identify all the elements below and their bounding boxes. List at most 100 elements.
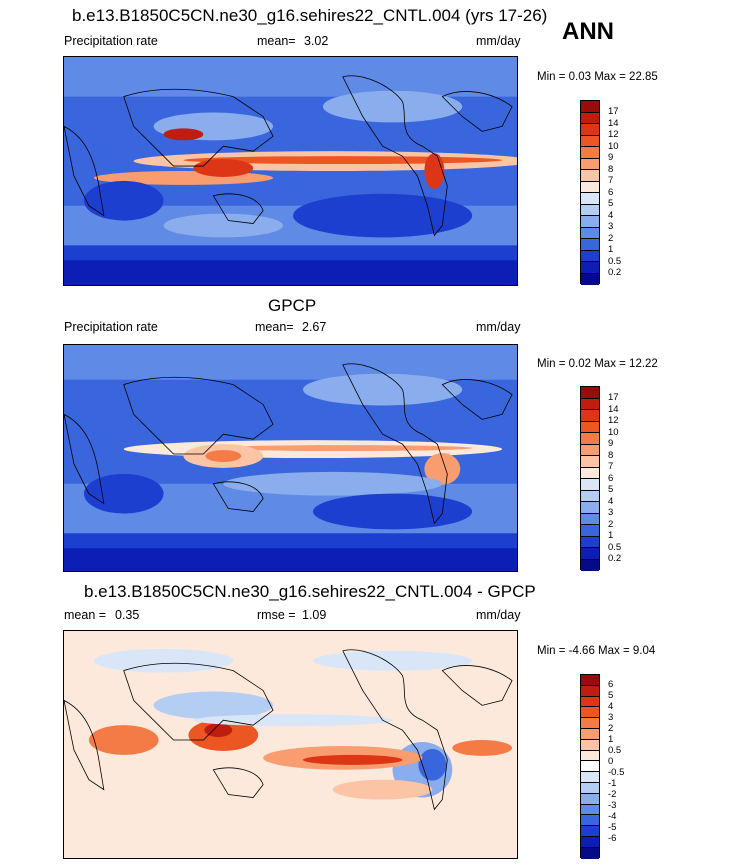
panel2-colorbar-segment [581, 490, 599, 502]
panel1-colorbar-segment [581, 135, 599, 147]
panel3-colorbar-tick: 4 [608, 701, 614, 712]
panel3-colorbar-segment [581, 782, 599, 794]
panel1-colorbar-tick: 6 [608, 186, 614, 198]
panel1-colorbar-tick: 2 [608, 232, 614, 244]
panel3-colorbar-segment [581, 707, 599, 719]
panel1-colorbar-tick: 4 [608, 209, 614, 221]
panel2-colorbar-tick: 2 [608, 518, 614, 530]
panel1-colorbar [580, 100, 600, 285]
panel1-colorbar-segment [581, 239, 599, 251]
panel1-colorbar-tick: 3 [608, 221, 614, 232]
panel2-colorbar-tick: 14 [608, 403, 619, 415]
panel2-colorbar-segment [581, 548, 599, 560]
panel1-colorbar-segment [581, 250, 599, 262]
panel2-colorbar-tick: 7 [608, 461, 614, 472]
panel3-colorbar-tick: -2 [608, 789, 617, 800]
panel2-colorbar-segment [581, 525, 599, 537]
panel1-colorbar-segment [581, 124, 599, 136]
panel2-mean-value: 2.67 [302, 320, 327, 334]
panel3-colorbar-tick: 2 [608, 723, 614, 734]
panel2-minmax: Min = 0.02 Max = 12.22 [537, 358, 658, 370]
panel2-colorbar-segment [581, 502, 599, 514]
panel1-colorbar-segment [581, 273, 599, 285]
panel3-colorbar-tick: 0 [608, 756, 614, 767]
panel3-mean-label: mean = [64, 608, 107, 622]
panel2-colorbar-segment [581, 433, 599, 445]
panel1-variable-label: Precipitation rate [64, 34, 158, 48]
panel2-colorbar-segment [581, 536, 599, 548]
panel1-colorbar-tick: 0.2 [608, 267, 622, 278]
panel3-rmse-label: rmse = [257, 608, 296, 622]
panel2-colorbar-tick: 12 [608, 415, 619, 426]
panel1-colorbar-segment [581, 147, 599, 159]
panel3-mean-value: 0.35 [115, 608, 140, 622]
panel1-colorbar-tick: 9 [608, 152, 614, 163]
panel3-colorbar-segment [581, 718, 599, 729]
panel1-colorbar-segment [581, 193, 599, 205]
panel3-colorbar-segment [581, 750, 599, 762]
panel1-title: b.e13.B1850C5CN.ne30_g16.sehires22_CNTL.… [72, 6, 548, 25]
panel3-colorbar-tick: -3 [608, 800, 617, 811]
panel3-minmax: Min = -4.66 Max = 9.04 [537, 645, 656, 657]
season-label: ANN [562, 18, 614, 45]
panel3-colorbar-tick: 0.5 [608, 745, 622, 756]
panel1-colorbar-segment [581, 227, 599, 239]
panel2-variable-label: Precipitation rate [64, 320, 158, 334]
panel3-units: mm/day [476, 608, 521, 622]
panel3-rmse-value: 1.09 [302, 608, 327, 622]
panel2-colorbar-segment [581, 410, 599, 422]
panel2-colorbar-tick: 9 [608, 438, 614, 449]
panel2-colorbar-segment [581, 387, 599, 399]
panel3-colorbar-segment [581, 728, 599, 740]
panel3-colorbar-segment [581, 836, 599, 848]
panel2-map-graphic [64, 345, 517, 571]
panel2-colorbar-segment [581, 467, 599, 479]
panel1-colorbar-segment [581, 216, 599, 228]
panel3-colorbar-segment [581, 696, 599, 708]
panel1-colorbar-tick: 14 [608, 117, 619, 129]
panel1-colorbar-tick: 5 [608, 198, 614, 209]
panel3-colorbar-segment [581, 761, 599, 773]
panel2-colorbar-tick: 4 [608, 495, 614, 507]
panel2-colorbar-segment [581, 421, 599, 433]
panel2-colorbar-segment [581, 444, 599, 456]
panel2-colorbar-tick: 3 [608, 507, 614, 518]
panel3-colorbar-tick: -4 [608, 811, 617, 822]
panel3-colorbar-segment [581, 793, 599, 805]
panel1-map-graphic [64, 57, 517, 285]
panel2-colorbar-tick: 10 [608, 426, 619, 438]
panel1-colorbar-segment [581, 158, 599, 170]
panel3-colorbar-segment [581, 804, 599, 816]
panel2-mean-label: mean= [255, 320, 294, 334]
panel3-colorbar-tick: 1 [608, 734, 614, 745]
panel1-mean-label: mean= [257, 34, 296, 48]
panel3-difference-map [63, 630, 518, 859]
panel3-colorbar-tick: -0.5 [608, 767, 625, 778]
panel3-map-graphic [64, 631, 517, 858]
panel3-colorbar-tick: -5 [608, 822, 617, 833]
panel3-colorbar-segment [581, 739, 599, 751]
panel1-colorbar-segment [581, 181, 599, 193]
panel1-minmax: Min = 0.03 Max = 22.85 [537, 71, 658, 83]
panel3-colorbar-tick: 3 [608, 712, 614, 723]
panel2-colorbar-tick: 0.2 [608, 553, 622, 564]
panel2-colorbar-tick: 5 [608, 484, 614, 495]
panel1-colorbar-tick: 8 [608, 163, 614, 175]
panel1-colorbar-segment [581, 262, 599, 274]
panel1-units: mm/day [476, 34, 521, 48]
panel2-colorbar-segment [581, 456, 599, 468]
panel2-colorbar-tick: 8 [608, 449, 614, 461]
panel2-colorbar-tick: 6 [608, 472, 614, 484]
panel2-units: mm/day [476, 320, 521, 334]
panel3-colorbar-segment [581, 685, 599, 697]
panel3-colorbar-segment [581, 826, 599, 837]
panel1-colorbar-segment [581, 170, 599, 182]
panel2-colorbar-tick: 0.5 [608, 541, 622, 553]
panel1-colorbar-tick: 17 [608, 106, 619, 117]
panel3-colorbar-tick: -6 [608, 833, 617, 844]
panel1-colorbar-segment [581, 204, 599, 216]
panel3-colorbar-tick: -1 [608, 778, 617, 789]
panel2-precip-map [63, 344, 518, 572]
panel1-colorbar-segment [581, 112, 599, 124]
panel2-colorbar-segment [581, 559, 599, 571]
